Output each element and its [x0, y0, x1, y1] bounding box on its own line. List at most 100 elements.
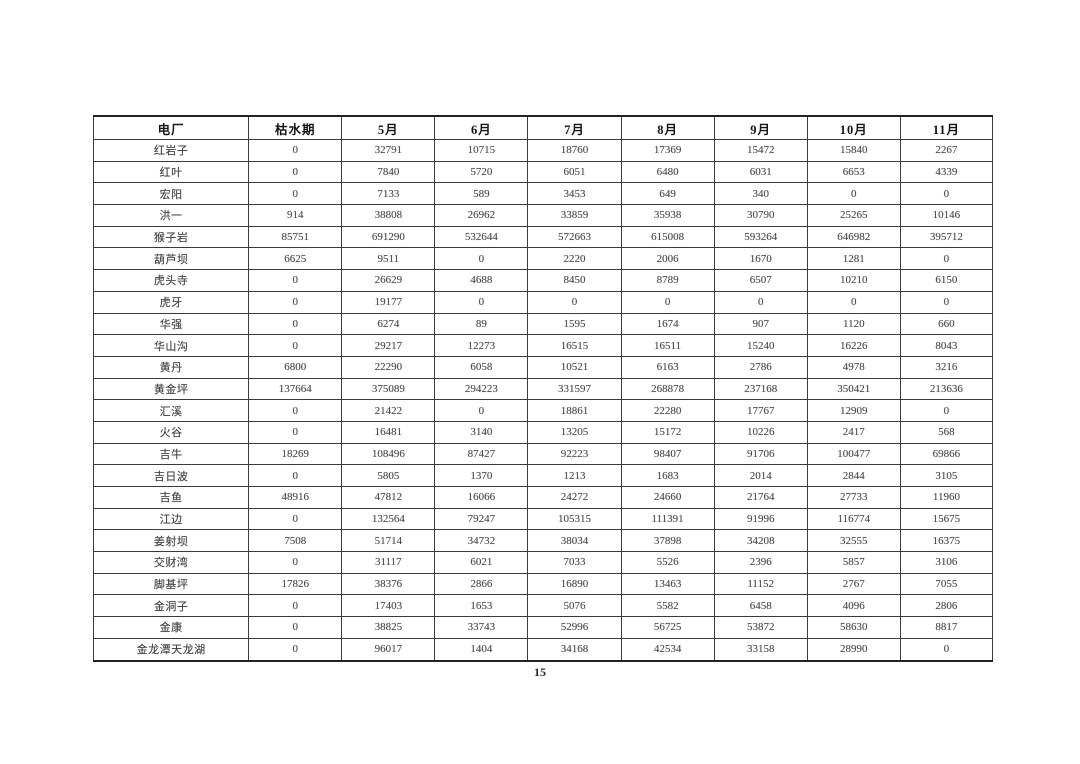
- value-cell: 3453: [527, 182, 622, 206]
- value-cell: 12909: [806, 399, 901, 422]
- value-cell: 13463: [620, 572, 715, 596]
- value-cell: 0: [434, 290, 529, 314]
- table-row: 火谷 0 16481 3140 13205 15172 10226 2417 5…: [92, 420, 994, 444]
- value-cell: 268878: [620, 377, 715, 401]
- plant-name-cell: 葫芦坝: [92, 247, 250, 271]
- value-cell: 350421: [806, 377, 901, 401]
- value-cell: 0: [248, 464, 343, 487]
- value-cell: 5720: [434, 160, 529, 184]
- plant-name-cell: 宏阳: [92, 182, 250, 206]
- plant-name-cell: 姜射坝: [92, 529, 250, 553]
- value-cell: 24272: [527, 486, 622, 509]
- column-header-may: 5月: [341, 115, 436, 140]
- table-row: 华山沟 0 29217 12273 16515 16511 15240 1622…: [92, 334, 994, 357]
- plant-name-cell: 猴子岩: [92, 225, 250, 249]
- table-row: 宏阳 0 7133 589 3453 649 340 0 0: [92, 182, 994, 206]
- value-cell: 18269: [248, 442, 343, 466]
- value-cell: 0: [434, 247, 529, 271]
- value-cell: 10226: [713, 420, 808, 444]
- value-cell: 615008: [620, 225, 715, 249]
- column-header-july: 7月: [527, 115, 622, 140]
- plant-name-cell: 洪一: [92, 204, 250, 227]
- value-cell: 24660: [620, 486, 715, 509]
- value-cell: 17403: [341, 594, 436, 618]
- value-cell: 132564: [341, 507, 436, 531]
- value-cell: 30790: [713, 204, 808, 227]
- table-row: 江边 0 132564 79247 105315 111391 91996 11…: [92, 507, 994, 531]
- value-cell: 4688: [434, 269, 529, 292]
- value-cell: 16481: [341, 420, 436, 444]
- table-row: 红叶 0 7840 5720 6051 6480 6031 6653 4339: [92, 160, 994, 184]
- table-row: 虎牙 0 19177 0 0 0 0 0 0: [92, 290, 994, 314]
- plant-name-cell: 金龙潭天龙湖: [92, 637, 250, 662]
- value-cell: 2806: [899, 594, 994, 618]
- value-cell: 6058: [434, 355, 529, 379]
- plant-name-cell: 交财湾: [92, 551, 250, 574]
- value-cell: 10521: [527, 355, 622, 379]
- value-cell: 1670: [713, 247, 808, 271]
- value-cell: 5582: [620, 594, 715, 618]
- value-cell: 691290: [341, 225, 436, 249]
- value-cell: 237168: [713, 377, 808, 401]
- value-cell: 16511: [620, 334, 715, 357]
- value-cell: 42534: [620, 637, 715, 662]
- plant-name-cell: 红叶: [92, 160, 250, 184]
- value-cell: 2417: [806, 420, 901, 444]
- value-cell: 340: [713, 182, 808, 206]
- value-cell: 116774: [806, 507, 901, 531]
- value-cell: 1404: [434, 637, 529, 662]
- value-cell: 12273: [434, 334, 529, 357]
- value-cell: 6458: [713, 594, 808, 618]
- value-cell: 0: [713, 290, 808, 314]
- value-cell: 568: [899, 420, 994, 444]
- table-row: 猴子岩 85751 691290 532644 572663 615008 59…: [92, 225, 994, 249]
- value-cell: 17369: [620, 139, 715, 162]
- column-header-june: 6月: [434, 115, 529, 140]
- value-cell: 1281: [806, 247, 901, 271]
- value-cell: 87427: [434, 442, 529, 466]
- value-cell: 21422: [341, 399, 436, 422]
- value-cell: 52996: [527, 616, 622, 639]
- value-cell: 2267: [899, 139, 994, 162]
- value-cell: 6480: [620, 160, 715, 184]
- value-cell: 0: [248, 507, 343, 531]
- table-row: 洪一 914 38808 26962 33859 35938 30790 252…: [92, 204, 994, 227]
- value-cell: 6021: [434, 551, 529, 574]
- value-cell: 213636: [899, 377, 994, 401]
- page-number: 15: [534, 665, 546, 679]
- value-cell: 85751: [248, 225, 343, 249]
- table-row: 红岩子 0 32791 10715 18760 17369 15472 1584…: [92, 139, 994, 162]
- plant-name-cell: 脚基坪: [92, 572, 250, 596]
- value-cell: 0: [248, 269, 343, 292]
- value-cell: 6031: [713, 160, 808, 184]
- value-cell: 6274: [341, 312, 436, 336]
- value-cell: 28990: [806, 637, 901, 662]
- value-cell: 56725: [620, 616, 715, 639]
- plant-name-cell: 吉牛: [92, 442, 250, 466]
- value-cell: 15240: [713, 334, 808, 357]
- value-cell: 5805: [341, 464, 436, 487]
- value-cell: 33859: [527, 204, 622, 227]
- value-cell: 38376: [341, 572, 436, 596]
- value-cell: 907: [713, 312, 808, 336]
- value-cell: 6051: [527, 160, 622, 184]
- value-cell: 1213: [527, 464, 622, 487]
- value-cell: 18760: [527, 139, 622, 162]
- plant-name-cell: 火谷: [92, 420, 250, 444]
- value-cell: 26629: [341, 269, 436, 292]
- value-cell: 15840: [806, 139, 901, 162]
- value-cell: 6625: [248, 247, 343, 271]
- value-cell: 22280: [620, 399, 715, 422]
- value-cell: 92223: [527, 442, 622, 466]
- value-cell: 19177: [341, 290, 436, 314]
- value-cell: 16890: [527, 572, 622, 596]
- value-cell: 5526: [620, 551, 715, 574]
- value-cell: 2767: [806, 572, 901, 596]
- value-cell: 589: [434, 182, 529, 206]
- plant-name-cell: 汇溪: [92, 399, 250, 422]
- value-cell: 32555: [806, 529, 901, 553]
- value-cell: 17767: [713, 399, 808, 422]
- value-cell: 0: [527, 290, 622, 314]
- column-header-dry-season: 枯水期: [248, 115, 343, 140]
- table-row: 汇溪 0 21422 0 18861 22280 17767 12909 0: [92, 399, 994, 422]
